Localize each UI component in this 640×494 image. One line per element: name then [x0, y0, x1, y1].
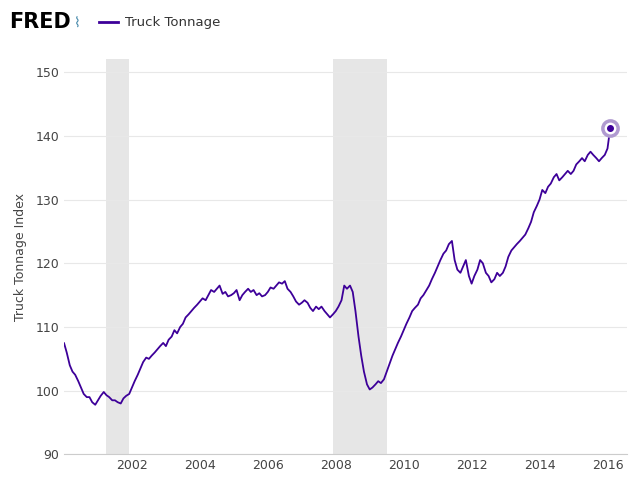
Bar — [106, 59, 129, 454]
Text: ⌇: ⌇ — [74, 15, 81, 29]
Text: Truck Tonnage: Truck Tonnage — [125, 16, 220, 29]
Y-axis label: Truck Tonnage Index: Truck Tonnage Index — [14, 193, 27, 321]
Bar — [333, 59, 387, 454]
Text: FRED: FRED — [10, 12, 71, 32]
